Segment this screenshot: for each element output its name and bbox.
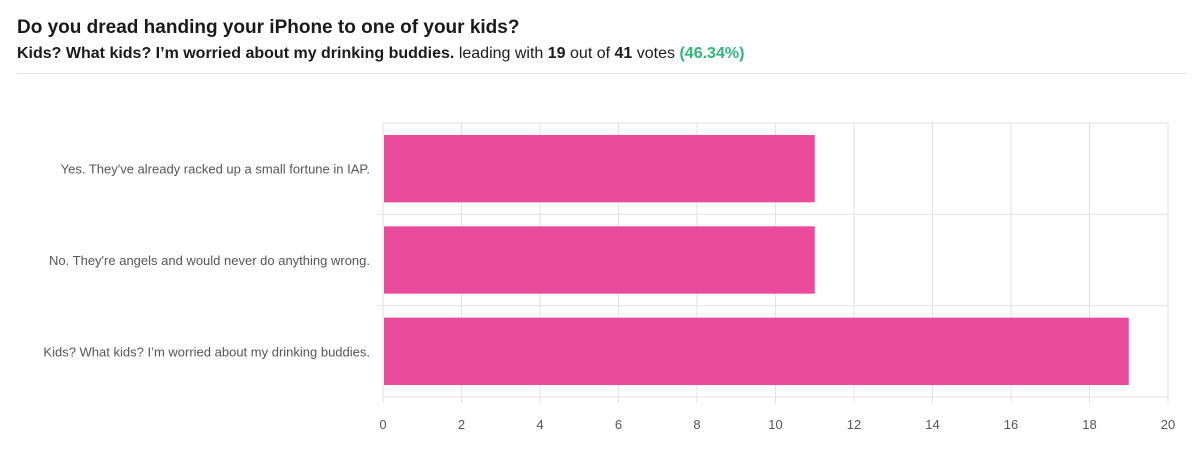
leading-answer: Kids? What kids? I’m worried about my dr… — [17, 45, 455, 62]
bar — [384, 226, 815, 294]
poll-question: Do you dread handing your iPhone to one … — [17, 17, 520, 38]
x-tick-label: 2 — [458, 417, 465, 432]
x-tick-label: 6 — [615, 417, 622, 432]
leader-votes: 19 — [547, 45, 566, 62]
out-of-text: out of — [570, 45, 611, 62]
category-label: No. They're angels and would never do an… — [49, 253, 370, 268]
x-tick-label: 10 — [768, 417, 782, 432]
leader-percent: (46.34%) — [679, 45, 745, 62]
x-tick-label: 20 — [1161, 417, 1175, 432]
divider — [17, 73, 1187, 74]
votes-text: votes — [636, 45, 676, 62]
x-tick-label: 16 — [1004, 417, 1018, 432]
leading-with-text: leading with — [458, 45, 544, 62]
x-tick-label: 8 — [693, 417, 700, 432]
bar — [384, 317, 1129, 385]
x-tick-label: 0 — [379, 417, 386, 432]
x-tick-label: 4 — [536, 417, 543, 432]
x-tick-label: 18 — [1082, 417, 1096, 432]
x-tick-label: 12 — [847, 417, 861, 432]
category-label: Yes. They've already racked up a small f… — [61, 162, 370, 177]
poll-summary: Kids? What kids? I’m worried about my dr… — [17, 45, 744, 63]
category-label: Kids? What kids? I’m worried about my dr… — [43, 344, 370, 359]
total-votes: 41 — [614, 45, 633, 62]
x-tick-label: 14 — [925, 417, 939, 432]
bar — [384, 135, 815, 203]
